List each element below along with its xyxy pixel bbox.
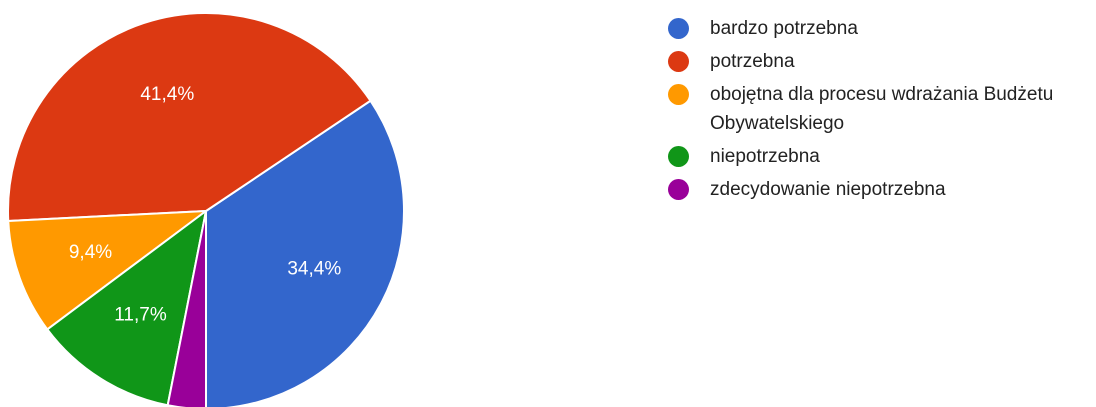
legend-swatch bbox=[668, 51, 689, 72]
legend-item-potrzebna: potrzebna bbox=[668, 47, 1093, 76]
legend-item-bardzo-potrzebna: bardzo potrzebna bbox=[668, 14, 1093, 43]
legend-label: niepotrzebna bbox=[710, 146, 820, 167]
pie-slice-obojetna-dla-procesu-wdrazania-budzetu-obywatelskiego bbox=[7, 210, 207, 331]
pie-slice-zdecydowanie-niepotrzebna bbox=[166, 210, 207, 407]
legend-swatch bbox=[668, 146, 689, 167]
pie-slice-bardzo-potrzebna bbox=[205, 99, 405, 407]
slice-label-niepotrzebna: 11,7% bbox=[114, 304, 167, 325]
legend-label: obojętna dla procesu wdrażania Budżetu O… bbox=[710, 84, 1054, 134]
chart-legend: bardzo potrzebna potrzebna obojętna dla pr… bbox=[668, 14, 1093, 208]
legend-label: bardzo potrzebna bbox=[710, 18, 858, 39]
slice-label-potrzebna: 41,4% bbox=[140, 84, 194, 105]
pie-slice-potrzebna bbox=[7, 12, 372, 222]
legend-item-zdecydowanie-niepotrzebna: zdecydowanie niepotrzebna bbox=[668, 175, 1093, 204]
slice-label-bardzo-potrzebna: 34,4% bbox=[287, 258, 341, 279]
legend-swatch bbox=[668, 84, 689, 105]
legend-item-niepotrzebna: niepotrzebna bbox=[668, 142, 1093, 171]
legend-label: potrzebna bbox=[710, 51, 795, 72]
pie-slice-niepotrzebna bbox=[46, 210, 207, 407]
legend-swatch bbox=[668, 18, 689, 39]
legend-item-obojetna-dla-procesu-wdrazania-budzetu-obywatelskiego: obojętna dla procesu wdrażania Budżetu O… bbox=[668, 80, 1093, 138]
legend-swatch bbox=[668, 179, 689, 200]
legend-label: zdecydowanie niepotrzebna bbox=[710, 179, 946, 200]
slice-label-obojetna-dla-procesu-wdrazania-budzetu-obywatelskiego: 9,4% bbox=[69, 242, 112, 263]
